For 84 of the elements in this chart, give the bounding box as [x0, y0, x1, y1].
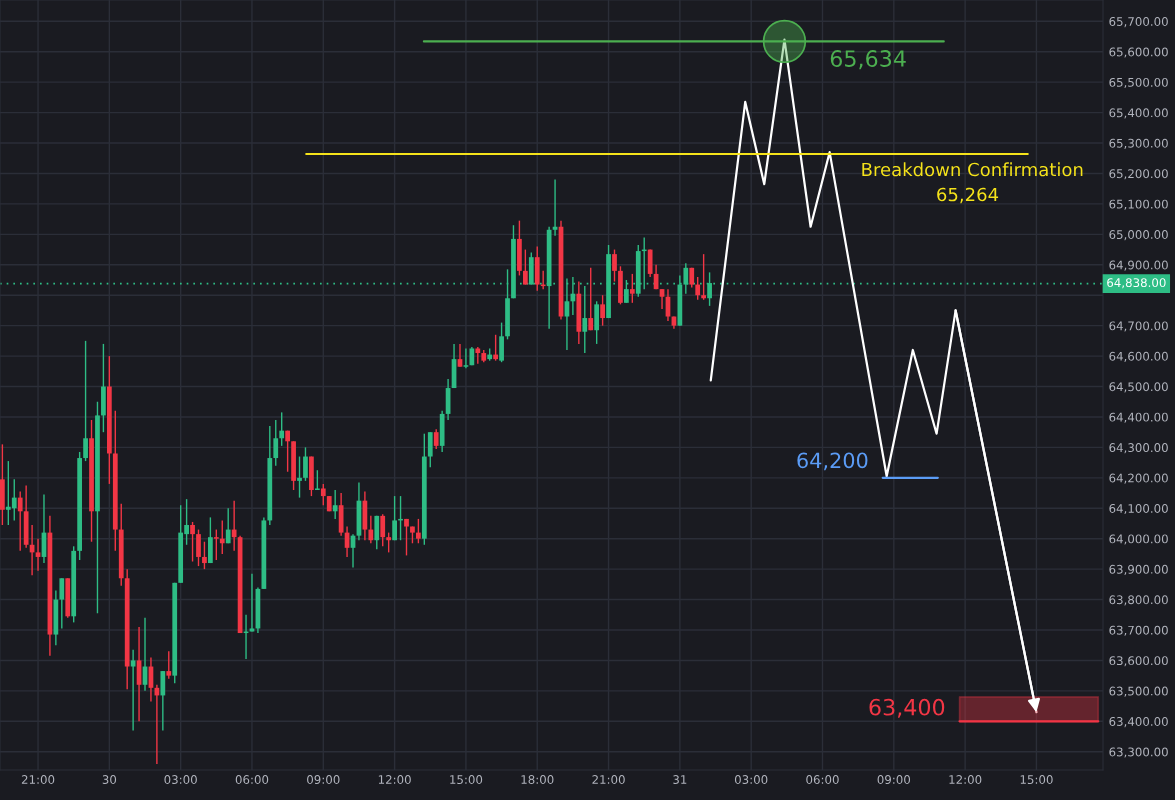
y-tick-label: 65,700.00 [1109, 17, 1168, 28]
candlestick [231, 499, 237, 552]
candlestick [130, 649, 136, 732]
candlestick [368, 515, 374, 544]
annotation: 65,634 [830, 50, 906, 70]
candlestick [249, 573, 255, 633]
x-tick-label: 31 [673, 775, 687, 784]
candlestick [59, 577, 65, 630]
y-tick-label: 64,100.00 [1109, 503, 1168, 515]
annotation: 64,200 [797, 452, 868, 471]
candlestick [297, 455, 302, 499]
candlestick [225, 507, 231, 544]
y-tick-label: 65,500.00 [1109, 77, 1168, 89]
x-tick-label: 12:00 [949, 775, 982, 784]
x-tick-label: 15:00 [1020, 775, 1053, 784]
y-tick-label: 65,600.00 [1109, 47, 1168, 58]
y-tick-label: 65,300.00 [1109, 138, 1168, 149]
candlestick [588, 267, 594, 331]
x-tick-label: 06:00 [806, 775, 839, 784]
y-tick-label: 64,200.00 [1109, 473, 1168, 484]
candlestick [392, 495, 397, 541]
candlestick [380, 513, 386, 547]
candlestick [202, 541, 207, 570]
candlestick [303, 446, 308, 482]
candlestick [17, 490, 23, 552]
y-tick-label: 65,100.00 [1109, 199, 1168, 210]
candlestick [433, 428, 439, 450]
candlestick [522, 248, 528, 286]
candlestick [600, 294, 605, 327]
annotation: Breakdown Confirmation [862, 162, 1083, 177]
candlestick [35, 538, 41, 572]
y-tick-label: 63,800.00 [1109, 595, 1168, 606]
candlestick [416, 518, 421, 544]
candlestick [285, 429, 291, 473]
x-tick-label: 15:00 [450, 775, 483, 784]
y-tick-label: 65,400.00 [1109, 108, 1168, 119]
candlestick [166, 650, 172, 680]
candlestick [475, 346, 481, 365]
candlestick [582, 285, 588, 354]
candlestick [629, 273, 635, 304]
x-tick-label: 09:00 [877, 775, 911, 784]
candlestick [320, 483, 326, 506]
candlestick [190, 521, 195, 563]
x-tick-label: 30 [102, 775, 117, 784]
candlestick [332, 489, 338, 520]
candlestick [279, 411, 285, 447]
candlestick [612, 248, 617, 283]
x-tick-label: 12:00 [378, 775, 411, 784]
x-tick-label: 06:00 [235, 775, 269, 784]
x-tick-label: 09:00 [307, 775, 340, 784]
y-tick-label: 63,300.00 [1109, 747, 1168, 758]
annotation: 65,264 [937, 187, 999, 204]
y-tick-label: 63,700.00 [1109, 625, 1168, 636]
candlestick [463, 347, 469, 369]
x-tick-label: 18:00 [521, 775, 554, 784]
ref-line-label: 64,838.00 [1107, 278, 1166, 289]
candlestick [404, 518, 409, 557]
x-tick-label: 21:00 [592, 775, 625, 784]
y-tick-label: 63,600.00 [1109, 656, 1168, 667]
y-tick-label: 63,500.00 [1109, 686, 1168, 697]
y-tick-label: 64,900.00 [1109, 260, 1168, 271]
candlestick [196, 528, 201, 567]
y-tick-label: 65,000.00 [1109, 230, 1168, 241]
x-tick-label: 21:00 [21, 775, 55, 784]
y-tick-label: 64,400.00 [1109, 412, 1168, 423]
annotation: 63,400 [869, 698, 945, 718]
y-tick-label: 63,400.00 [1109, 717, 1168, 728]
x-tick-label: 03:00 [164, 775, 197, 784]
y-tick-label: 64,300.00 [1109, 443, 1168, 454]
candlestick [83, 340, 88, 462]
x-tick-label: 03:00 [734, 775, 768, 784]
candlestick [695, 276, 701, 301]
y-tick-label: 64,500.00 [1109, 382, 1168, 393]
y-tick-label: 63,900.00 [1109, 564, 1168, 575]
y-tick-label: 64,000.00 [1109, 534, 1168, 545]
candlestick [386, 531, 392, 554]
candlestick [219, 519, 225, 555]
candlestick [273, 419, 279, 467]
y-tick-label: 65,200.00 [1109, 169, 1168, 180]
y-tick-label: 64,700.00 [1109, 321, 1168, 332]
y-tick-label: 64,600.00 [1109, 351, 1168, 362]
candlestick [701, 253, 707, 301]
candlestick [213, 528, 219, 561]
candlestick [493, 334, 499, 362]
